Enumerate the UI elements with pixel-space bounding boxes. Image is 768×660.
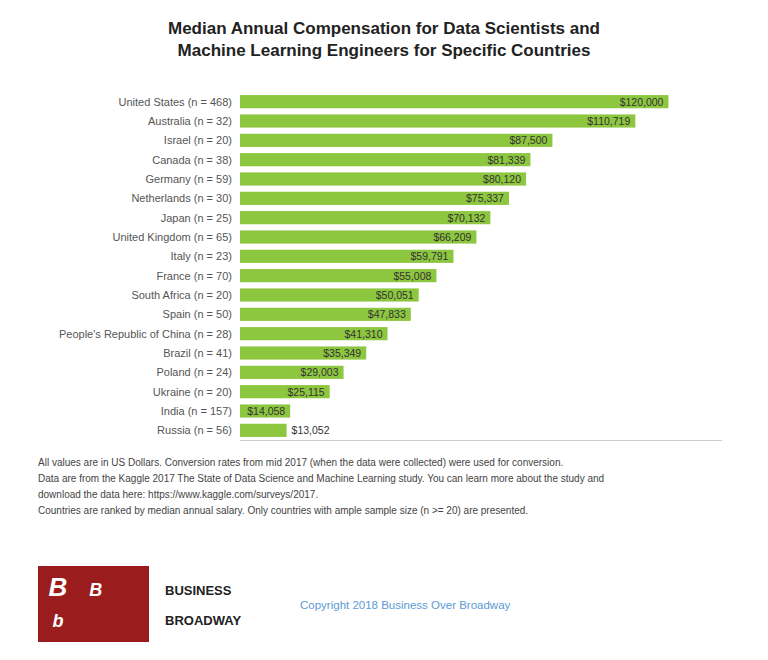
bar	[240, 288, 419, 301]
bar	[240, 192, 509, 205]
category-label: Spain (n = 50)	[163, 308, 232, 320]
data-label: $81,339	[487, 154, 525, 166]
logo-box	[38, 566, 149, 642]
data-label: $70,132	[447, 212, 485, 224]
bar	[240, 269, 436, 282]
bar	[240, 114, 635, 127]
bar	[240, 250, 453, 263]
category-label: Germany (n = 59)	[145, 173, 232, 185]
bar	[240, 308, 411, 321]
category-label: Russia (n = 56)	[157, 424, 232, 436]
title: Median Annual Compensation for Data Scie…	[168, 19, 600, 60]
category-label: People's Republic of China (n = 28)	[59, 328, 232, 340]
data-label: $66,209	[433, 231, 471, 243]
category-label: United Kingdom (n = 65)	[112, 231, 232, 243]
bar	[240, 346, 366, 359]
data-label: $75,337	[466, 192, 504, 204]
footnote: Data are from the Kaggle 2017 The State …	[38, 473, 604, 484]
data-label: $35,349	[323, 347, 361, 359]
data-label: $13,052	[292, 424, 330, 436]
category-label: Israel (n = 20)	[164, 134, 232, 146]
category-label: India (n = 157)	[161, 405, 232, 417]
bar	[240, 153, 530, 166]
category-label: Ukraine (n = 20)	[153, 386, 232, 398]
x-axis-line	[240, 440, 722, 441]
bars	[240, 95, 668, 437]
footnote: download the data here: https://www.kagg…	[38, 489, 318, 500]
bar	[240, 134, 552, 147]
data-label: $87,500	[509, 134, 547, 146]
data-label: $41,310	[345, 328, 383, 340]
bar	[240, 404, 290, 417]
data-label: $120,000	[620, 96, 664, 108]
chart: Median Annual Compensation for Data Scie…	[0, 0, 768, 660]
logo-letter: B	[89, 580, 102, 600]
brand-text: BUSINESS	[165, 583, 232, 598]
data-label: $25,115	[287, 386, 324, 398]
category-label: Italy (n = 23)	[171, 250, 232, 262]
data-label: $14,058	[247, 405, 285, 417]
bar	[240, 385, 330, 398]
bar	[240, 424, 287, 437]
data-label: $110,719	[587, 115, 630, 127]
bar	[240, 211, 490, 224]
bar	[240, 327, 387, 340]
bar	[240, 172, 526, 185]
data-label: $55,008	[393, 270, 431, 282]
category-label: Brazil (n = 41)	[163, 347, 232, 359]
data-label: $50,051	[376, 289, 414, 301]
category-label: Netherlands (n = 30)	[131, 192, 232, 204]
category-label: Australia (n = 32)	[148, 115, 232, 127]
brand-text: BROADWAY	[165, 613, 241, 628]
title-line: Machine Learning Engineers for Specific …	[178, 41, 591, 60]
footnote: All values are in US Dollars. Conversion…	[38, 457, 563, 468]
logo-letter: B	[49, 572, 68, 602]
category-label: Poland (n = 24)	[156, 366, 232, 378]
logo-letter: b	[52, 611, 63, 631]
bar	[240, 95, 668, 108]
data-label: $80,120	[483, 173, 521, 185]
data-label: $29,003	[301, 366, 339, 378]
footnote: Countries are ranked by median annual sa…	[38, 505, 528, 516]
category-label: Japan (n = 25)	[161, 212, 232, 224]
data-label: $59,791	[411, 250, 449, 262]
bar	[240, 230, 476, 243]
bar	[240, 366, 344, 379]
labels: United States (n = 468) $120,000 Australia…	[59, 96, 664, 437]
data-label: $47,833	[368, 308, 406, 320]
copyright: Copyright 2018 Business Over Broadway	[300, 599, 511, 611]
title-line: Median Annual Compensation for Data Scie…	[168, 19, 600, 38]
category-label: Canada (n = 38)	[152, 154, 232, 166]
category-label: South Africa (n = 20)	[131, 289, 232, 301]
category-label: United States (n = 468)	[119, 96, 232, 108]
category-label: France (n = 70)	[156, 270, 232, 282]
